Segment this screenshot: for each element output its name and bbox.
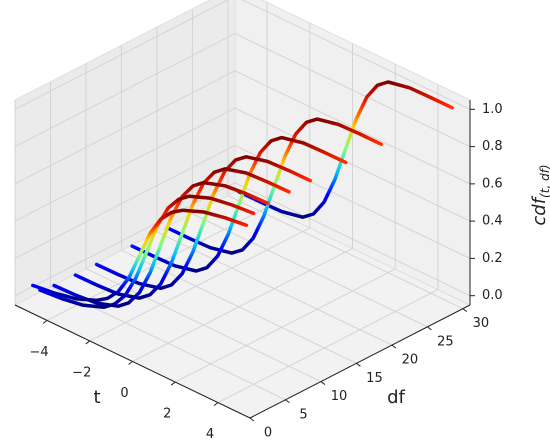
cdf-curve — [236, 80, 454, 219]
y-tick — [285, 399, 290, 404]
x-tick-label: 2 — [163, 407, 171, 422]
y-tick-label: 5 — [299, 407, 307, 422]
grid-line — [217, 289, 439, 404]
grid-line — [14, 144, 236, 259]
z-tick-label: 0.4 — [482, 214, 503, 229]
labels: t df cdf(t, df) — [93, 164, 550, 408]
y-tick — [356, 362, 361, 367]
grid-line — [89, 227, 311, 342]
z-axis-label: cdf(t, df) — [529, 164, 550, 225]
grid-line — [234, 33, 471, 148]
curves — [31, 80, 454, 309]
grid-line — [241, 0, 471, 110]
grid-line — [121, 249, 357, 364]
grid-line — [234, 107, 471, 222]
grid-line — [14, 0, 229, 110]
y-tick-label: 25 — [437, 334, 454, 349]
grid-line — [234, 182, 471, 297]
x-tick — [213, 402, 219, 406]
cdf-curve — [52, 180, 270, 308]
y-tick-label: 10 — [331, 389, 348, 404]
grid-line — [14, 182, 236, 297]
x-tick-label: 4 — [206, 427, 214, 442]
grid: −4 −2 0 2 4 0 5 10 15 20 25 30 0.0 0.2 0.4 0.6 0.8 1.0 — [14, 0, 503, 442]
z-tick-label: 0.6 — [482, 176, 503, 191]
x-tick-label: −4 — [29, 345, 48, 360]
x-axis-label: t — [93, 387, 100, 408]
x-tick — [170, 381, 176, 386]
grid-line — [132, 248, 353, 362]
grid-line — [85, 268, 322, 382]
axis-line — [249, 304, 471, 419]
y-axis-label: df — [387, 387, 405, 408]
cdf-curve — [31, 208, 249, 303]
y-tick-label: 0 — [264, 426, 272, 441]
z-tick-label: 1.0 — [482, 102, 503, 117]
z-tick-label: 0.8 — [482, 139, 503, 154]
grid-line — [156, 231, 393, 346]
grid-line — [174, 268, 396, 383]
z-tick-label: 0.0 — [482, 288, 503, 303]
grid-line — [227, 195, 464, 310]
y-tick — [320, 381, 326, 385]
cdf-curve — [38, 194, 256, 309]
cdf-curve — [94, 155, 313, 291]
x-tick — [128, 361, 133, 365]
grid-line — [14, 107, 236, 222]
y-tick — [427, 326, 432, 331]
y-tick — [391, 344, 397, 349]
axis-line — [14, 304, 251, 419]
y-tick-label: 20 — [402, 353, 419, 368]
grid-line — [14, 70, 236, 185]
z-label-main: cdf — [529, 195, 550, 225]
z-tick-label: 0.2 — [482, 251, 503, 266]
y-tick-label: 15 — [366, 371, 383, 386]
y-tick — [462, 308, 468, 313]
y-tick-label: 30 — [473, 316, 490, 331]
x-tick — [42, 320, 48, 324]
x-tick-label: 0 — [120, 386, 128, 401]
y-tick — [249, 417, 255, 422]
grid-line — [14, 33, 236, 148]
x-tick-label: −2 — [72, 365, 91, 380]
grid-line — [192, 213, 428, 328]
x-tick — [85, 340, 91, 345]
cdf-curve — [130, 135, 348, 273]
z-label-subscript: (t, df) — [538, 164, 550, 198]
